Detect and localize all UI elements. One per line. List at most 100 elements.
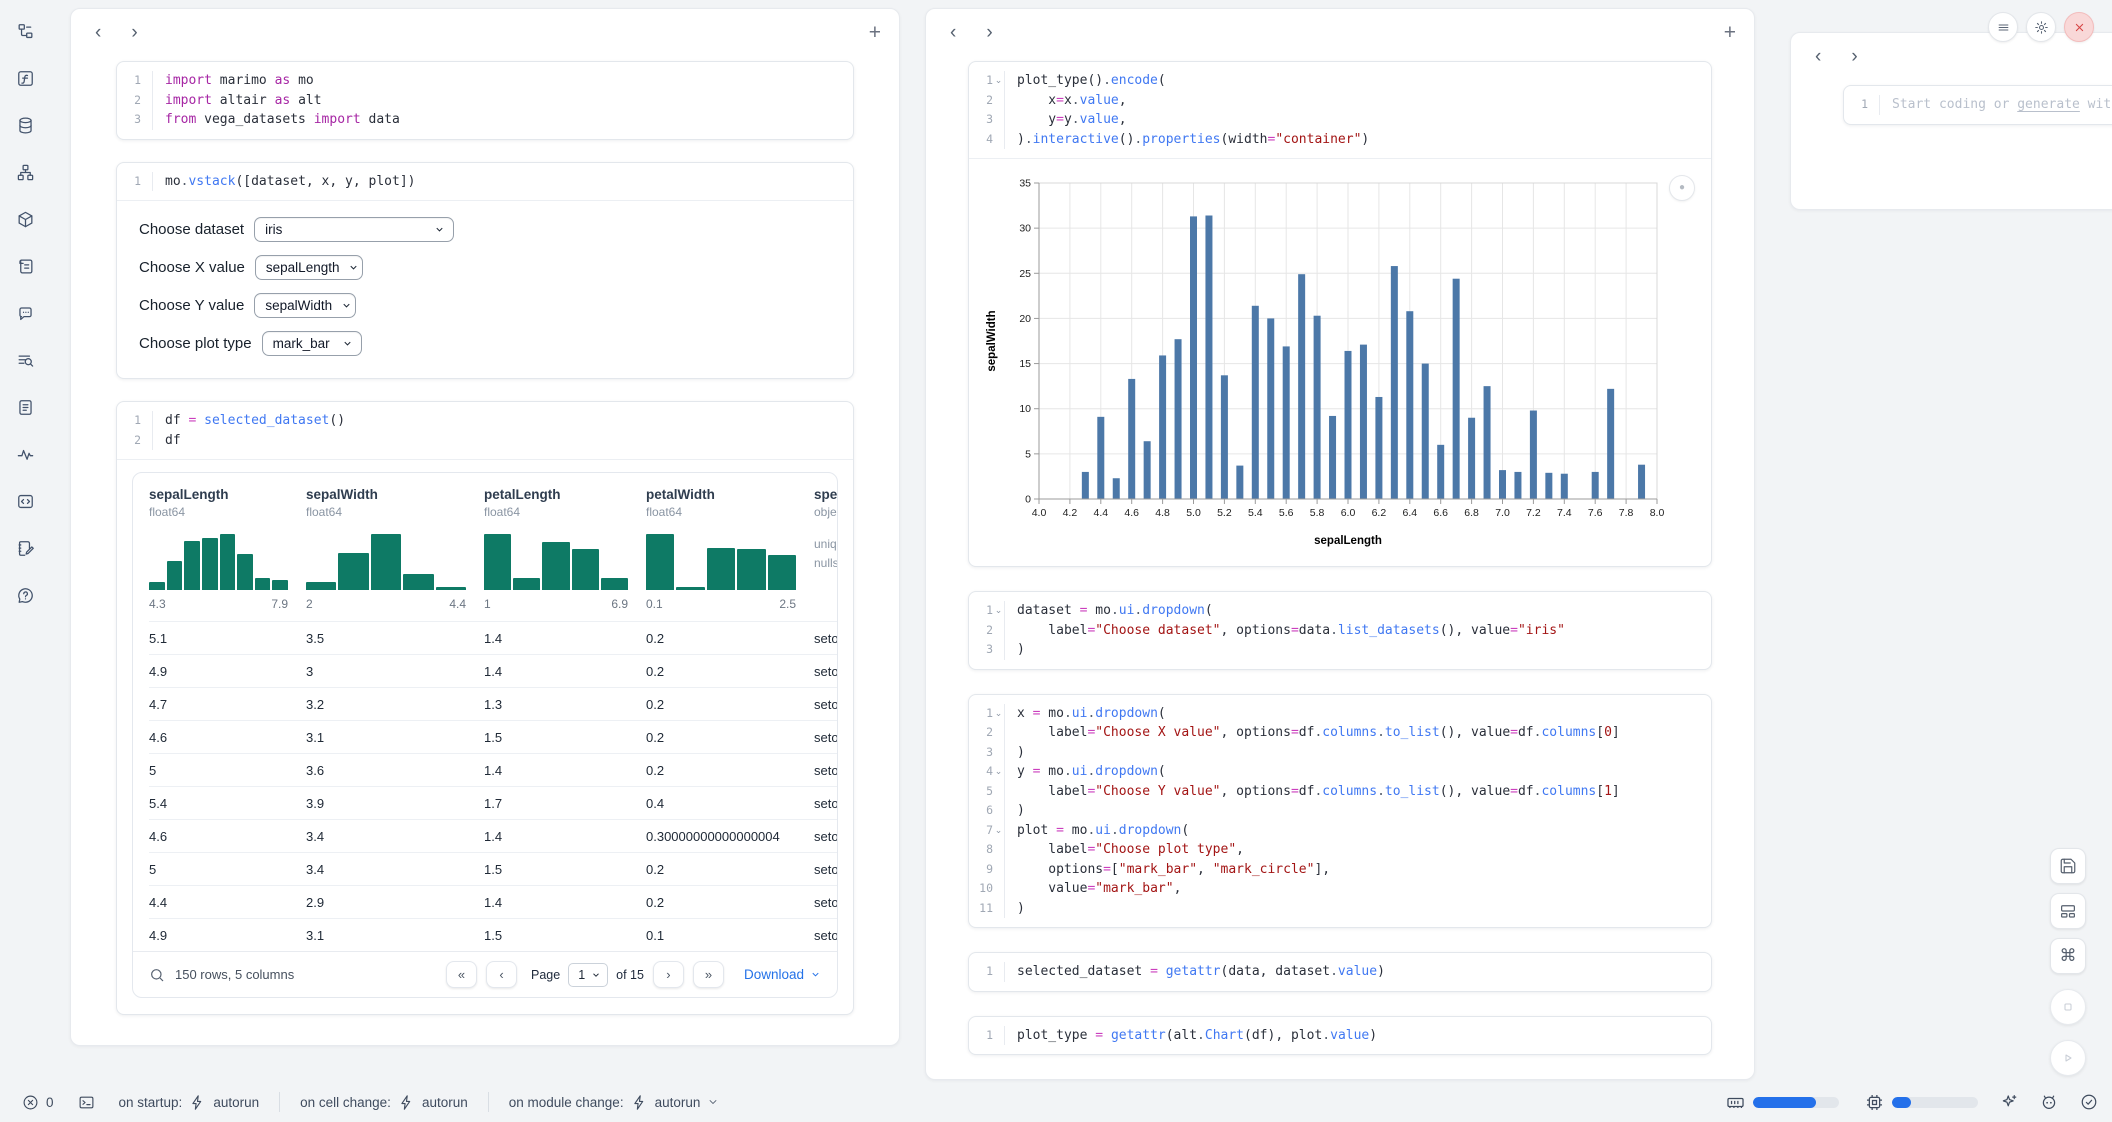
next-page-button[interactable]: › — [653, 961, 684, 988]
terminal-button[interactable] — [70, 1090, 103, 1115]
code-line[interactable]: 1selected_dataset = getattr(data, datase… — [969, 962, 1711, 982]
code-cell-selected-dataset[interactable]: 1selected_dataset = getattr(data, datase… — [968, 952, 1712, 992]
code-cell-vstack[interactable]: 1mo.vstack([dataset, x, y, plot]) Choose… — [116, 162, 854, 380]
scroll-prev-button[interactable]: ‹ — [1809, 45, 1827, 68]
file-tree-icon[interactable] — [10, 16, 40, 46]
code-line[interactable]: 3) — [969, 743, 1711, 763]
table-row[interactable]: 5.13.51.40.2setosa — [149, 621, 837, 654]
help-question-icon[interactable] — [10, 580, 40, 610]
code-line[interactable]: 4).interactive().properties(width="conta… — [969, 130, 1711, 150]
dropdown-select[interactable]: iris — [254, 217, 454, 242]
package-box-icon[interactable] — [10, 204, 40, 234]
code-cell-xyplot-dropdowns[interactable]: 1⌄x = mo.ui.dropdown(2 label="Choose X v… — [968, 694, 1712, 929]
code-line[interactable]: 9 options=["mark_bar", "mark_circle"], — [969, 860, 1711, 880]
first-page-button[interactable]: « — [446, 961, 477, 988]
code-line[interactable]: 8 label="Choose plot type", — [969, 840, 1711, 860]
on-cell-change-setting[interactable]: on cell change: autorun — [292, 1090, 476, 1115]
connection-status-button[interactable] — [2080, 1093, 2098, 1111]
scroll-prev-button[interactable]: ‹ — [944, 21, 962, 44]
code-line[interactable]: 2 label="Choose X value", options=df.col… — [969, 723, 1711, 743]
code-line[interactable]: 1⌄dataset = mo.ui.dropdown( — [969, 601, 1711, 621]
page-select[interactable]: 1 — [568, 963, 608, 987]
code-line[interactable]: 6) — [969, 801, 1711, 821]
code-line[interactable]: 3) — [969, 640, 1711, 660]
dropdown-select[interactable]: sepalLength — [255, 255, 363, 280]
log-search-icon[interactable] — [10, 345, 40, 375]
scroll-prev-button[interactable]: ‹ — [89, 21, 107, 44]
table-row[interactable]: 4.42.91.40.2setosa — [149, 885, 837, 918]
close-button[interactable] — [2064, 12, 2094, 42]
dropdown-select[interactable]: mark_bar — [262, 331, 362, 356]
generate-link[interactable]: generate — [2017, 97, 2080, 112]
last-page-button[interactable]: » — [693, 961, 724, 988]
scroll-next-button[interactable]: › — [980, 21, 998, 44]
code-line[interactable]: 1 Start coding or generate with — [1844, 95, 2112, 115]
table-row[interactable]: 4.63.11.50.2setosa — [149, 720, 837, 753]
add-cell-button[interactable]: + — [1724, 22, 1736, 43]
code-line[interactable]: 1plot_type = getattr(alt.Chart(df), plot… — [969, 1026, 1711, 1046]
table-column-header[interactable]: petalWidthfloat640.12.5 — [646, 487, 814, 621]
code-line[interactable]: 2 label="Choose dataset", options=data.l… — [969, 621, 1711, 641]
scratchpad-notebook-icon[interactable] — [10, 533, 40, 563]
code-line[interactable]: 3 y=y.value, — [969, 110, 1711, 130]
code-line[interactable]: 11) — [969, 899, 1711, 919]
table-row[interactable]: 53.61.40.2setosa — [149, 753, 837, 786]
code-line[interactable]: 2 x=x.value, — [969, 91, 1711, 111]
table-row[interactable]: 5.43.91.70.4setosa — [149, 786, 837, 819]
search-icon[interactable] — [149, 967, 165, 983]
code-line[interactable]: 3from vega_datasets import data — [117, 110, 853, 130]
scroll-next-button[interactable]: › — [1845, 45, 1863, 68]
code-line[interactable]: 4⌄y = mo.ui.dropdown( — [969, 762, 1711, 782]
table-row[interactable]: 53.41.50.2setosa — [149, 852, 837, 885]
download-button[interactable]: Download — [744, 967, 821, 982]
table-row[interactable]: 4.63.41.40.30000000000000004setosa — [149, 819, 837, 852]
on-startup-setting[interactable]: on startup: autorun — [111, 1090, 268, 1115]
code-line[interactable]: 5 label="Choose Y value", options=df.col… — [969, 782, 1711, 802]
run-button[interactable] — [2050, 1040, 2086, 1076]
error-count-button[interactable]: 0 — [14, 1090, 62, 1115]
empty-code-cell[interactable]: 1 Start coding or generate with — [1843, 85, 2112, 125]
script-scroll-icon[interactable] — [10, 251, 40, 281]
table-row[interactable]: 4.93.11.50.1setosa — [149, 918, 837, 951]
table-column-header[interactable]: speciesobjectunique:nulls: — [814, 487, 837, 621]
bar-chart[interactable]: 4.04.24.44.64.85.05.25.45.65.86.06.26.46… — [981, 171, 1673, 551]
code-line[interactable]: 1df = selected_dataset() — [117, 411, 853, 431]
function-square-icon[interactable] — [10, 63, 40, 93]
code-cell-imports[interactable]: 1import marimo as mo2import altair as al… — [116, 61, 854, 140]
dropdown-select[interactable]: sepalWidth — [254, 293, 356, 318]
code-cell-dataset-dropdown[interactable]: 1⌄dataset = mo.ui.dropdown(2 label="Choo… — [968, 591, 1712, 670]
table-column-header[interactable]: sepalWidthfloat6424.4 — [306, 487, 484, 621]
code-line[interactable]: 10 value="mark_bar", — [969, 879, 1711, 899]
prev-page-button[interactable]: ‹ — [486, 961, 517, 988]
save-button[interactable] — [2050, 848, 2086, 884]
code-line[interactable]: 2import altair as alt — [117, 91, 853, 111]
database-icon[interactable] — [10, 110, 40, 140]
chat-bot-icon[interactable] — [10, 298, 40, 328]
code-line[interactable]: 1import marimo as mo — [117, 71, 853, 91]
code-cell-dataframe[interactable]: 1df = selected_dataset()2df sepalLengthf… — [116, 401, 854, 1015]
stop-button[interactable] — [2050, 989, 2086, 1025]
on-module-change-setting[interactable]: on module change: autorun — [501, 1090, 728, 1115]
menu-button[interactable] — [1988, 12, 2018, 42]
code-cell-plot-type[interactable]: 1plot_type = getattr(alt.Chart(df), plot… — [968, 1016, 1712, 1056]
table-row[interactable]: 4.73.21.30.2setosa — [149, 687, 837, 720]
code-line[interactable]: 1⌄x = mo.ui.dropdown( — [969, 704, 1711, 724]
ai-assist-button[interactable] — [2000, 1093, 2018, 1111]
layout-toggle-button[interactable] — [2050, 893, 2086, 929]
add-cell-button[interactable]: + — [869, 22, 881, 43]
code-cell-plot[interactable]: 1⌄plot_type().encode(2 x=x.value,3 y=y.v… — [968, 61, 1712, 567]
activity-pulse-icon[interactable] — [10, 439, 40, 469]
code-line[interactable]: 7⌄plot = mo.ui.dropdown( — [969, 821, 1711, 841]
table-column-header[interactable]: sepalLengthfloat644.37.9 — [149, 487, 306, 621]
table-column-header[interactable]: petalLengthfloat6416.9 — [484, 487, 646, 621]
chart-options-button[interactable]: ● — [1669, 175, 1695, 201]
code-line[interactable]: 1mo.vstack([dataset, x, y, plot]) — [117, 172, 853, 192]
snippets-document-icon[interactable] — [10, 392, 40, 422]
dependency-graph-icon[interactable] — [10, 157, 40, 187]
code-line[interactable]: 1⌄plot_type().encode( — [969, 71, 1711, 91]
keyboard-shortcuts-button[interactable]: ⌘ — [2050, 938, 2086, 974]
assistant-button[interactable] — [2040, 1093, 2058, 1111]
table-row[interactable]: 4.931.40.2setosa — [149, 654, 837, 687]
settings-button[interactable] — [2026, 12, 2056, 42]
code-line[interactable]: 2df — [117, 431, 853, 451]
